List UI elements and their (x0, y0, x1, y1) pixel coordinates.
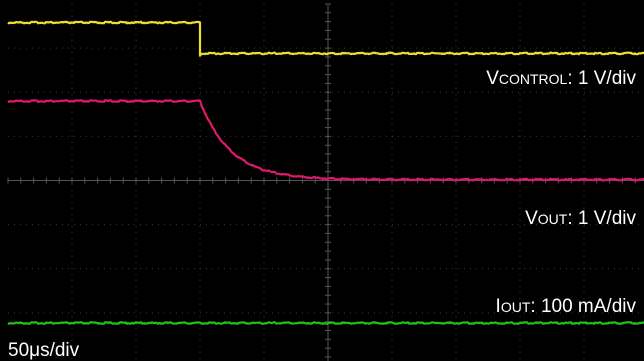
vout-label: VOUT: 1 V/div (525, 208, 636, 229)
vcontrol-label: VCONTROL: 1 V/div (486, 68, 636, 89)
iout-label: IOUT: 100 mA/div (496, 296, 637, 317)
timebase-label: 50μs/div (8, 340, 80, 361)
graticule (7, 3, 644, 361)
traces (7, 20, 644, 325)
trace-vcontrol (7, 20, 644, 57)
trace-vout (7, 99, 644, 182)
trace-iout (7, 321, 644, 325)
